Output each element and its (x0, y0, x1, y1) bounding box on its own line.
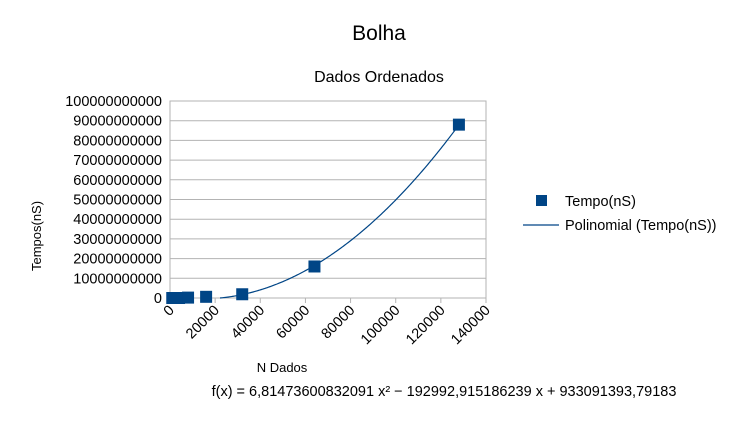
x-tick-label: 140000 (448, 303, 494, 349)
y-tick-label: 50000000000 (73, 193, 162, 209)
plot-area (169, 100, 487, 299)
legend-marker-series (536, 195, 547, 206)
y-tick-label: 40000000000 (73, 212, 162, 228)
legend-label-trendline: Polinomial (Tempo(nS)) (565, 218, 717, 234)
data-point (452, 118, 465, 131)
data-point (236, 288, 249, 301)
chart-subtitle: Dados Ordenados (314, 69, 444, 86)
y-tick-label: 0 (154, 291, 162, 307)
y-tick-label: 20000000000 (73, 252, 162, 268)
x-tick-label: 20000 (183, 303, 223, 343)
x-tick-label: 60000 (273, 303, 313, 343)
trendline-equation: f(x) = 6,81473600832091 x² − 192992,9151… (212, 384, 677, 400)
y-axis-label: Tempos(nS) (29, 201, 44, 271)
y-tick-label: 10000000000 (73, 271, 162, 287)
legend-label-series: Tempo(nS) (565, 194, 636, 210)
data-point (182, 291, 195, 304)
y-tick-label: 90000000000 (73, 114, 162, 130)
x-tick-label: 40000 (228, 303, 268, 343)
x-tick-marks (169, 298, 487, 303)
x-axis-label: N Dados (257, 360, 308, 375)
x-tick-label: 0 (161, 303, 178, 320)
y-tick-label: 100000000000 (65, 94, 162, 110)
y-tick-label: 60000000000 (73, 173, 162, 189)
y-tick-labels: 0 10000000000 20000000000 30000000000 400000… (65, 94, 162, 307)
data-point (173, 292, 186, 304)
data-point (308, 260, 321, 273)
y-tick-label: 70000000000 (73, 153, 162, 169)
data-point (200, 290, 213, 303)
grid-lines (170, 120, 486, 279)
x-tick-label: 80000 (319, 303, 359, 343)
legend: Tempo(nS) Polinomial (Tempo(nS)) (523, 194, 717, 234)
x-tick-labels: 0 20000 40000 60000 80000 100000 120000 140000 (161, 303, 494, 349)
y-tick-label: 30000000000 (73, 232, 162, 248)
x-tick-label: 100000 (358, 303, 404, 349)
data-points (166, 118, 465, 304)
x-tick-label: 120000 (403, 303, 449, 349)
chart-title: Bolha (352, 22, 406, 45)
y-tick-label: 80000000000 (73, 133, 162, 149)
